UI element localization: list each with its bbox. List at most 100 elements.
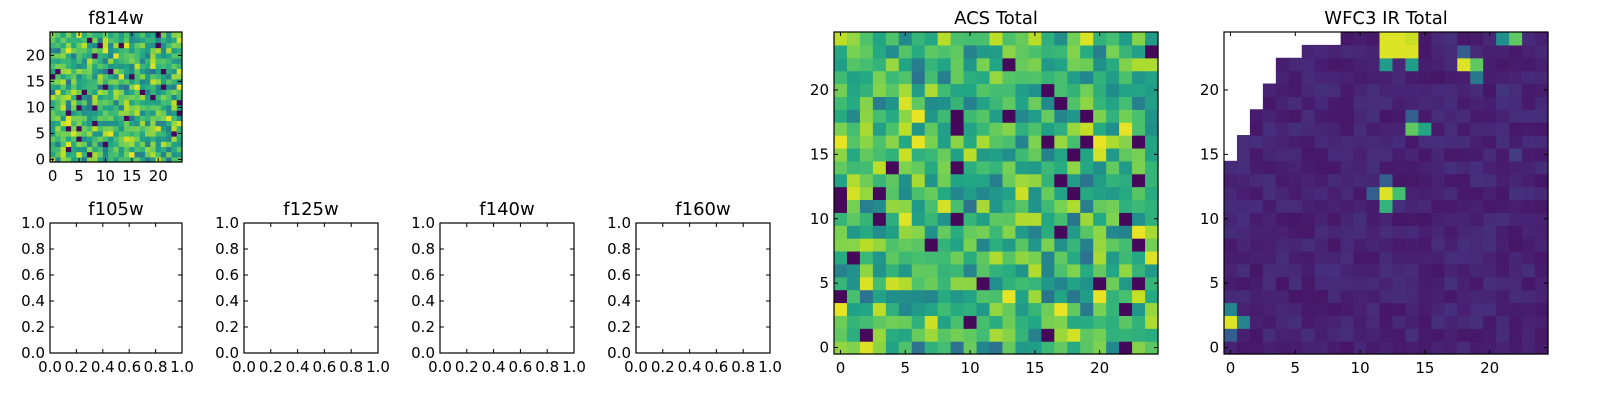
heatmap-cell	[1418, 83, 1432, 97]
heatmap-cell	[1106, 341, 1120, 355]
heatmap-cell	[60, 32, 67, 38]
heatmap-cell	[859, 199, 874, 213]
heatmap-cell	[1340, 44, 1355, 59]
heatmap-cell	[1224, 199, 1238, 213]
heatmap-cell	[1015, 238, 1029, 252]
heatmap-cell	[834, 238, 848, 252]
heatmap-cell	[55, 78, 62, 85]
heatmap-cell	[846, 147, 861, 162]
heatmap-cell	[1431, 302, 1445, 316]
heatmap-cell	[1353, 302, 1368, 316]
heatmap-cell	[1236, 199, 1251, 213]
heatmap-cell	[950, 160, 965, 175]
heatmap-cell	[55, 146, 62, 153]
heatmap-cell	[1418, 147, 1432, 162]
heatmap-cell	[50, 84, 56, 90]
heatmap-cell	[834, 57, 848, 72]
heatmap-cell	[963, 70, 978, 85]
heatmap-cell	[859, 250, 874, 265]
heatmap-cell	[1132, 289, 1146, 304]
heatmap-cell	[65, 42, 72, 49]
heatmap-cell	[55, 141, 62, 147]
heatmap-cell	[166, 63, 173, 69]
heatmap-cell	[1301, 212, 1316, 226]
heatmap-cell	[1392, 212, 1407, 226]
heatmap-cell	[113, 32, 120, 38]
heatmap-cell	[1314, 238, 1329, 252]
heatmap-cell	[1093, 199, 1107, 213]
heatmap-cell	[50, 151, 56, 158]
heatmap-cell	[1002, 276, 1017, 291]
heatmap-cell	[1444, 57, 1458, 72]
subplot-title: ACS Total	[954, 8, 1038, 29]
heatmap-cell	[859, 160, 874, 175]
heatmap-cell	[1470, 328, 1484, 342]
heatmap-cell	[1080, 225, 1094, 239]
heatmap-cell	[145, 63, 151, 69]
heatmap-cell	[81, 84, 88, 90]
heatmap-cell	[989, 70, 1004, 85]
x-tick-label: 0	[1226, 359, 1236, 377]
heatmap-cell	[1314, 83, 1329, 97]
subplot-title: f160w	[675, 199, 730, 220]
heatmap-cell	[160, 89, 167, 95]
heatmap-cell	[76, 63, 83, 69]
heatmap-cell	[123, 89, 130, 95]
heatmap-cell	[1288, 109, 1303, 123]
heatmap-cell	[1236, 341, 1251, 355]
heatmap-cell	[1041, 250, 1055, 265]
heatmap-cell	[1483, 83, 1497, 97]
heatmap-cell	[1015, 122, 1029, 136]
heatmap-cell	[1366, 135, 1381, 149]
heatmap-cell	[1249, 135, 1264, 149]
heatmap-cell	[911, 135, 926, 149]
heatmap-cell	[113, 42, 120, 49]
heatmap-cell	[1392, 160, 1407, 175]
heatmap-cell	[859, 122, 874, 136]
heatmap-cell	[911, 263, 926, 278]
y-tick-label: 0.0	[21, 344, 45, 362]
heatmap-cell	[898, 250, 913, 265]
heatmap-cell	[1509, 96, 1523, 110]
heatmap-cell	[113, 125, 120, 132]
heatmap-cell	[155, 146, 162, 153]
heatmap-cell	[976, 122, 991, 136]
heatmap-cell	[1080, 147, 1094, 162]
heatmap-cell	[1535, 109, 1549, 123]
heatmap-cell	[134, 32, 141, 38]
y-tick-label: 0.4	[21, 292, 45, 310]
heatmap-cell	[102, 94, 109, 101]
heatmap-cell	[155, 42, 162, 49]
heatmap-cell	[950, 96, 965, 110]
heatmap-cell	[160, 32, 167, 38]
heatmap-cell	[1132, 44, 1146, 59]
heatmap-cell	[834, 44, 848, 59]
heatmap-cell	[1275, 147, 1290, 162]
heatmap-cell	[1327, 186, 1342, 201]
heatmap-cell	[1470, 238, 1484, 252]
heatmap-cell	[60, 58, 67, 64]
heatmap-cell	[1353, 341, 1368, 355]
heatmap-cell	[1054, 263, 1068, 278]
x-tick-label: 0.0	[624, 358, 648, 376]
heatmap-cell	[134, 115, 141, 121]
heatmap-cell	[1119, 302, 1133, 316]
heatmap-cell	[1392, 186, 1407, 201]
heatmap-cell	[859, 96, 874, 110]
heatmap-cell	[1496, 44, 1510, 59]
y-tick-label: 0.8	[607, 240, 631, 258]
x-tick-label: 0.8	[339, 358, 363, 376]
heatmap-cell	[1431, 315, 1445, 329]
heatmap-cell	[60, 84, 67, 90]
heatmap-cell	[1314, 315, 1329, 329]
heatmap-cell	[846, 212, 861, 226]
heatmap-cell	[872, 44, 887, 59]
heatmap-cell	[76, 73, 83, 80]
heatmap-cell	[145, 47, 151, 54]
heatmap-cell	[1327, 328, 1342, 342]
heatmap-cell	[1444, 160, 1458, 175]
heatmap-cell	[1132, 328, 1146, 342]
heatmap-cell	[924, 160, 939, 175]
heatmap-cell	[1054, 96, 1068, 110]
heatmap-cell	[1509, 238, 1523, 252]
